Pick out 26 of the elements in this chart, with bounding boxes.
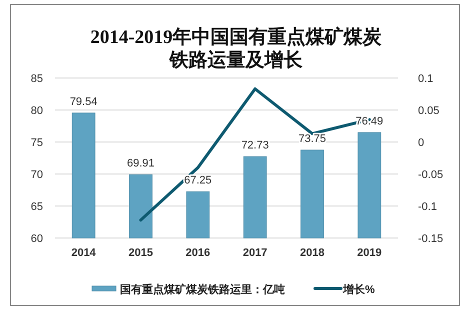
- x-tick-label: 2018: [300, 247, 324, 259]
- y2-tick-label: 0: [418, 137, 424, 149]
- x-tick-label: 2016: [186, 247, 210, 259]
- x-tick-label: 2019: [357, 247, 382, 259]
- y-tick-label: 75: [30, 137, 43, 149]
- data-label: 69.91: [126, 158, 155, 170]
- legend-label: 增长%: [342, 283, 375, 296]
- y-tick-label: 60: [30, 233, 43, 245]
- y2-tick-label: 0.1: [418, 73, 434, 85]
- chart-title: 2014-2019年中国国有重点煤矿煤炭铁路运量及增长: [89, 26, 383, 72]
- x-tick-label: 2015: [128, 247, 153, 259]
- y-tick-label: 80: [30, 105, 43, 117]
- data-label: 72.73: [241, 140, 269, 152]
- x-tick-label: 2014: [71, 247, 97, 259]
- data-label: 79.54: [70, 96, 98, 108]
- y2-tick-label: 0.05: [418, 105, 440, 117]
- x-tick-label: 2017: [242, 247, 268, 259]
- y2-tick-label: -0.15: [418, 233, 444, 245]
- y2-tick-label: -0.1: [418, 201, 437, 213]
- y2-tick-label: -0.05: [418, 169, 444, 181]
- y-tick-label: 65: [30, 201, 43, 213]
- data-label: 67.25: [184, 174, 212, 187]
- y-tick-label: 70: [30, 169, 43, 181]
- y-tick-label: 85: [30, 73, 43, 85]
- data-label: 73.75: [298, 133, 326, 145]
- legend-label: 国有重点煤矿煤炭铁路运里：亿吨: [120, 283, 285, 296]
